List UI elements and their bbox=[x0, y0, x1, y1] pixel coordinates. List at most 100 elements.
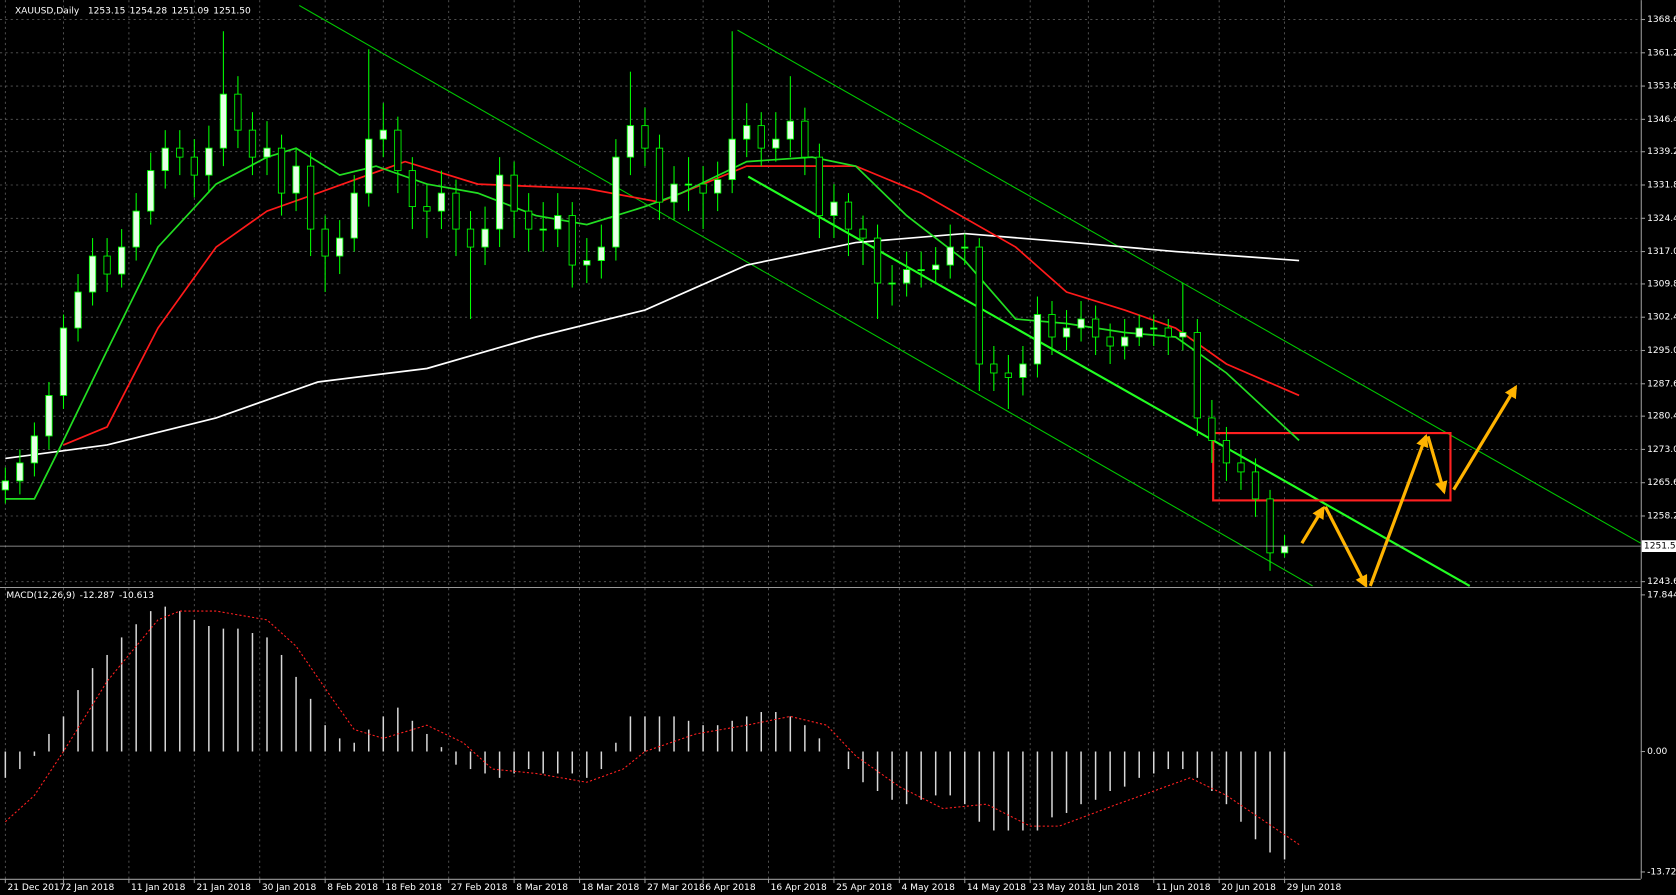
candle-body bbox=[757, 125, 765, 149]
x-tick-label: 8 Mar 2018 bbox=[516, 883, 568, 893]
candle-body bbox=[539, 228, 547, 231]
candle-body bbox=[975, 246, 983, 365]
candle-body bbox=[932, 264, 940, 270]
x-tick-label: 4 May 2018 bbox=[901, 883, 955, 893]
line bbox=[5, 232, 1300, 460]
y-tick-label: 1302.40 bbox=[1647, 313, 1676, 323]
candle-body bbox=[830, 201, 838, 217]
candle-body bbox=[1266, 498, 1274, 554]
drawings bbox=[299, 5, 1641, 589]
candle-body bbox=[917, 269, 925, 272]
x-tick-label: 14 May 2018 bbox=[967, 883, 1026, 893]
x-tick-label: 20 Jun 2018 bbox=[1221, 883, 1276, 893]
candle-body bbox=[350, 192, 358, 239]
candle-body bbox=[1222, 440, 1231, 464]
candle-body bbox=[1150, 327, 1158, 330]
candle-body bbox=[1004, 372, 1013, 378]
y-tick-label: 1287.60 bbox=[1647, 379, 1676, 389]
y-tick-label: 1317.00 bbox=[1647, 247, 1676, 257]
candle-body bbox=[583, 260, 591, 266]
candle-body bbox=[1106, 336, 1114, 347]
x-tick-label: 16 Apr 2018 bbox=[771, 883, 827, 893]
candle-body bbox=[525, 210, 533, 230]
candle-body bbox=[728, 138, 736, 181]
candle-body bbox=[161, 147, 169, 172]
candle-body bbox=[408, 170, 417, 208]
candle-body bbox=[1251, 471, 1260, 500]
candle-body bbox=[554, 215, 562, 230]
candle-body bbox=[1280, 545, 1289, 554]
candle-body bbox=[888, 282, 896, 285]
x-tick-label: 2 Jan 2018 bbox=[66, 883, 115, 893]
ohlc-value: 1251.50 bbox=[213, 6, 251, 16]
projection-arrows bbox=[1300, 384, 1518, 589]
channel-middle bbox=[747, 175, 1471, 587]
y-tick-label: 0.00 bbox=[1647, 747, 1667, 757]
candle-body bbox=[946, 246, 954, 266]
candle-body bbox=[394, 129, 402, 172]
x-tick-label: 11 Jan 2018 bbox=[131, 883, 186, 893]
candle-body bbox=[772, 138, 780, 149]
macd-value: -10.613 bbox=[119, 591, 154, 601]
candle-body bbox=[59, 327, 68, 396]
candle-body bbox=[74, 291, 82, 329]
candle-body bbox=[45, 395, 53, 437]
candle-body bbox=[626, 125, 635, 158]
candle-body bbox=[321, 228, 329, 257]
candle-body bbox=[786, 120, 794, 140]
x-tick-label: 25 Apr 2018 bbox=[836, 883, 892, 893]
y-tick-label: 1273.00 bbox=[1647, 445, 1676, 455]
y-tick-label: 1339.20 bbox=[1647, 147, 1676, 157]
y-tick-label: 1353.80 bbox=[1647, 82, 1676, 92]
ohlc-value: 1251.09 bbox=[171, 6, 209, 16]
candle-body bbox=[176, 147, 184, 158]
candle-body bbox=[1135, 327, 1143, 338]
symbol: XAUUSD,Daily bbox=[15, 6, 80, 16]
candle-body bbox=[1, 480, 9, 491]
y-tick-label: 1309.80 bbox=[1647, 279, 1676, 289]
x-tick-label: 23 May 2018 bbox=[1032, 883, 1091, 893]
candle-body bbox=[277, 147, 286, 194]
candle-body bbox=[336, 237, 344, 257]
candle-body bbox=[365, 138, 373, 194]
candle-body bbox=[306, 165, 315, 230]
candle-body bbox=[30, 435, 39, 464]
candle-body bbox=[1237, 462, 1245, 473]
y-tick-label: 1346.40 bbox=[1647, 115, 1676, 125]
candle-body bbox=[495, 174, 504, 230]
candle-body bbox=[641, 125, 649, 149]
candle-body bbox=[844, 201, 853, 230]
ohlc-value: 1253.15 bbox=[88, 6, 126, 16]
candle-body bbox=[1179, 332, 1187, 338]
x-tick-label: 27 Feb 2018 bbox=[451, 883, 508, 893]
candle-body bbox=[234, 93, 242, 131]
candle-body bbox=[961, 246, 969, 249]
candle-body bbox=[510, 174, 518, 212]
candle-body bbox=[1048, 314, 1056, 338]
candle-body bbox=[118, 246, 126, 275]
candle-body bbox=[190, 156, 198, 176]
y-tick-label: 1295.00 bbox=[1647, 346, 1676, 356]
candle-body bbox=[743, 125, 751, 140]
y-tick-label: 1265.60 bbox=[1647, 478, 1676, 488]
candle-body bbox=[1019, 363, 1027, 378]
candle-body bbox=[452, 192, 460, 230]
candle-body bbox=[670, 183, 678, 203]
candle-body bbox=[219, 93, 228, 149]
candle-body bbox=[990, 363, 998, 374]
arrow bbox=[1452, 384, 1518, 491]
y-tick-label: 1258.20 bbox=[1647, 511, 1676, 521]
marks bbox=[1, 31, 1300, 860]
candle-body bbox=[292, 165, 300, 194]
candle-body bbox=[1193, 332, 1201, 419]
macd-value: -12.287 bbox=[80, 591, 115, 601]
candle-body bbox=[873, 237, 882, 284]
x-tick-label: 27 Mar 2018 bbox=[647, 883, 705, 893]
candle-body bbox=[147, 170, 155, 212]
line bbox=[4, 610, 1300, 846]
x-tick-label: 18 Mar 2018 bbox=[582, 883, 640, 893]
candle-body bbox=[612, 156, 620, 248]
candle-body bbox=[248, 129, 257, 158]
macd-title: MACD(12,26,9) bbox=[6, 591, 75, 601]
